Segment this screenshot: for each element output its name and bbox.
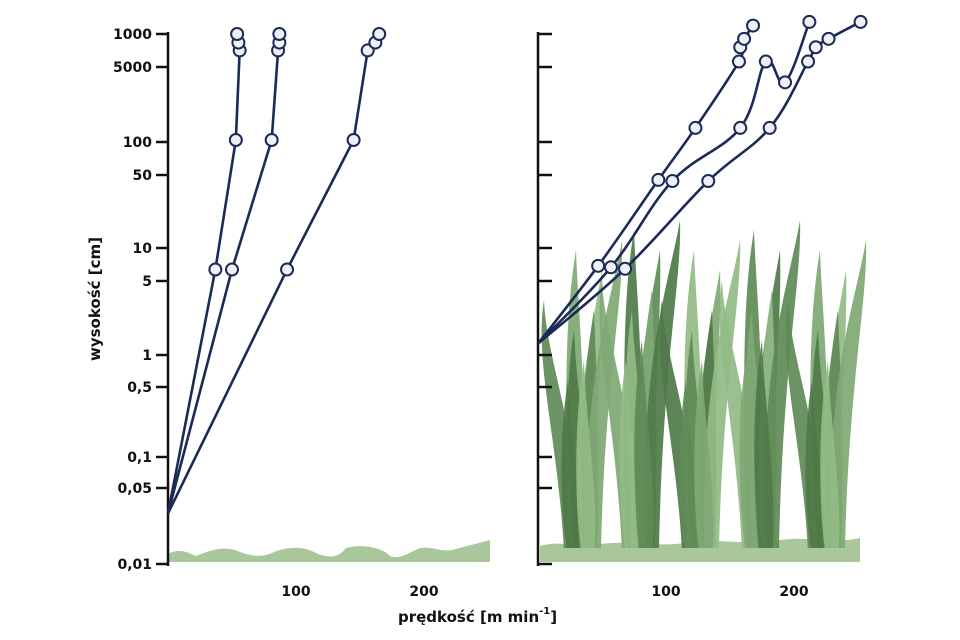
y-tick-label-3: 0,5	[127, 380, 152, 396]
left-series-1-point-5	[230, 27, 245, 41]
right-series-3-point-5	[808, 40, 823, 55]
left-series-1-point-1	[208, 262, 223, 277]
right-series-2-point-5	[778, 75, 793, 90]
y-tick-label-10: 1000	[113, 27, 152, 43]
right-series-1-point-6	[737, 31, 752, 46]
right-series-2-point-4	[758, 54, 773, 69]
left-series-2-point-5	[272, 27, 287, 41]
seagrass-blade-22	[679, 380, 700, 548]
x-axis-title: prędkość [m min-1]	[398, 606, 557, 626]
y-tick-label-8: 100	[123, 135, 152, 151]
right-x-tick-100: 100	[651, 584, 680, 600]
y-axis-title: wysokość [cm]	[86, 237, 104, 361]
seagrass-blade-13	[644, 220, 681, 548]
right-series-1-point-4	[731, 54, 746, 69]
left-y-ticks	[156, 32, 168, 566]
left-series-2-point-2	[264, 133, 279, 147]
seagrass-blade-31	[754, 340, 774, 548]
seagrass-blade-30	[739, 360, 760, 548]
right-series-3-point-3	[762, 120, 777, 135]
left-series-3-point-2	[346, 133, 361, 147]
seagrass-blade-37	[830, 240, 867, 548]
right-ground-cover	[540, 538, 860, 562]
right-series-3-point-2	[701, 174, 716, 189]
left-x-tick-200: 200	[409, 584, 438, 600]
left-series-line-2	[166, 34, 281, 514]
y-tick-label-0: 0,01	[117, 557, 152, 573]
right-series-2-point-2	[665, 174, 680, 189]
y-tick-label-2: 0,1	[127, 450, 152, 466]
left-ground-cover	[168, 540, 490, 562]
y-tick-label-9: 5000	[113, 60, 152, 76]
right-series-3-point-7	[853, 14, 868, 29]
y-tick-label-6: 10	[133, 241, 153, 257]
y-tick-label-5: 5	[142, 274, 152, 290]
x-axis-title-main: prędkość [m min	[398, 608, 539, 626]
left-series-3-point-1	[280, 262, 295, 277]
right-series-1-point-7	[746, 18, 761, 33]
right-y-ticks	[538, 32, 552, 566]
right-series-3-point-1	[618, 261, 633, 276]
seagrass-blade-14	[619, 360, 640, 548]
seagrass-blade-38	[805, 380, 826, 548]
left-series-3-point-5	[372, 27, 387, 41]
right-series-2-point-1	[603, 260, 618, 275]
y-tick-label-7: 50	[133, 168, 153, 184]
right-series-1-point-3	[688, 120, 703, 135]
seagrass-blade-7	[576, 360, 596, 548]
right-x-tick-200: 200	[779, 584, 808, 600]
seagrass-blade-6	[561, 380, 582, 548]
seagrass-blade-5	[586, 240, 623, 548]
seagrass-blade-39	[820, 360, 840, 548]
left-x-tick-100: 100	[281, 584, 310, 600]
seagrass-blade-21	[704, 240, 741, 548]
y-tick-label-1: 0,05	[117, 481, 152, 497]
right-series-2-point-3	[733, 120, 748, 135]
right-series-3-point-6	[821, 31, 836, 46]
x-axis-title-sup: -1	[539, 606, 550, 617]
y-tick-labels: 0,01 0,05 0,1 0,5 1 5 10 50 100 5000 100…	[113, 27, 152, 573]
right-series-1-point-2	[651, 172, 666, 187]
right-series-1-point-1	[591, 258, 606, 273]
right-vegetation	[540, 220, 867, 562]
seagrass-blade-15	[634, 340, 654, 548]
x-axis-title-end: ]	[550, 608, 557, 626]
seagrass-blade-29	[764, 220, 801, 548]
y-tick-label-4: 1	[142, 348, 152, 364]
left-series-1-point-2	[228, 133, 243, 147]
left-series-2-point-1	[225, 262, 239, 277]
right-series-2-point-6	[802, 14, 817, 29]
right-series-3-point-4	[801, 54, 816, 69]
series-layer	[166, 14, 868, 514]
seagrass-blade-23	[694, 360, 714, 548]
